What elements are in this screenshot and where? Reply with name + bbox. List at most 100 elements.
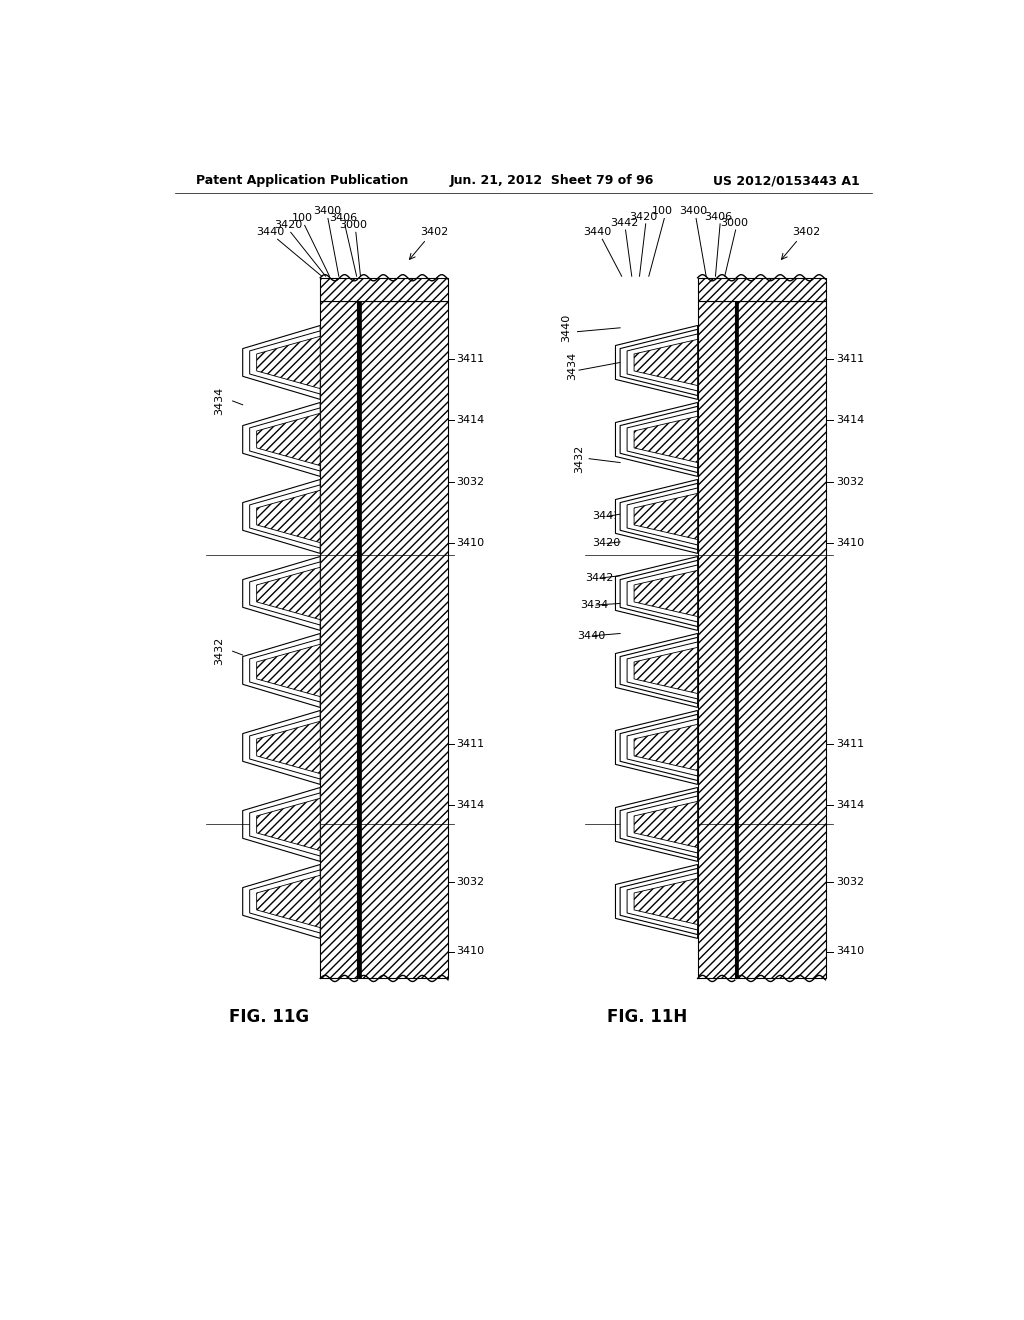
Polygon shape xyxy=(243,479,321,553)
Text: 3432: 3432 xyxy=(214,638,224,665)
Polygon shape xyxy=(250,639,321,702)
Text: 3434: 3434 xyxy=(567,352,578,380)
Text: 3000: 3000 xyxy=(720,218,749,227)
Text: 3410: 3410 xyxy=(837,539,864,548)
Polygon shape xyxy=(257,568,321,619)
Text: 3406: 3406 xyxy=(705,211,732,222)
Polygon shape xyxy=(257,875,321,928)
Polygon shape xyxy=(615,479,697,553)
Text: 3420: 3420 xyxy=(592,539,621,548)
Bar xyxy=(321,277,449,301)
Text: 3032: 3032 xyxy=(837,878,864,887)
Text: 3411: 3411 xyxy=(457,354,484,363)
Text: 3000: 3000 xyxy=(340,220,368,230)
Text: 3442: 3442 xyxy=(610,218,638,227)
Text: 3400: 3400 xyxy=(313,206,341,216)
Text: 3402: 3402 xyxy=(792,227,820,238)
Text: 3434: 3434 xyxy=(581,601,609,610)
Text: 3410: 3410 xyxy=(457,946,484,957)
Polygon shape xyxy=(257,721,321,774)
Polygon shape xyxy=(627,488,697,545)
Polygon shape xyxy=(627,334,697,391)
Polygon shape xyxy=(243,403,321,477)
Bar xyxy=(736,301,825,978)
Text: 3434: 3434 xyxy=(214,387,224,414)
Polygon shape xyxy=(615,326,697,400)
Polygon shape xyxy=(621,561,697,627)
Text: 3411: 3411 xyxy=(837,354,864,363)
Text: 3410: 3410 xyxy=(837,946,864,957)
Text: 3440: 3440 xyxy=(256,227,285,238)
Polygon shape xyxy=(243,326,321,400)
Text: 3414: 3414 xyxy=(457,800,484,810)
Bar xyxy=(359,301,449,978)
Polygon shape xyxy=(621,483,697,549)
Polygon shape xyxy=(627,873,697,929)
Polygon shape xyxy=(615,710,697,784)
Text: 3032: 3032 xyxy=(457,477,484,487)
Polygon shape xyxy=(243,710,321,784)
Text: 3432: 3432 xyxy=(574,445,584,473)
Text: 3420: 3420 xyxy=(630,211,657,222)
Polygon shape xyxy=(634,801,697,847)
Polygon shape xyxy=(621,638,697,704)
Text: 3400: 3400 xyxy=(680,206,708,216)
Polygon shape xyxy=(257,490,321,543)
Text: 3032: 3032 xyxy=(837,477,864,487)
Polygon shape xyxy=(621,869,697,935)
Polygon shape xyxy=(615,788,697,862)
Polygon shape xyxy=(627,642,697,700)
Text: 3406: 3406 xyxy=(330,213,357,223)
Polygon shape xyxy=(250,562,321,626)
Text: 3402: 3402 xyxy=(420,227,449,238)
Polygon shape xyxy=(257,413,321,466)
Polygon shape xyxy=(615,557,697,631)
Polygon shape xyxy=(634,647,697,693)
Text: FIG. 11H: FIG. 11H xyxy=(607,1008,687,1026)
Polygon shape xyxy=(250,484,321,548)
Text: 3032: 3032 xyxy=(457,878,484,887)
Polygon shape xyxy=(627,719,697,776)
Polygon shape xyxy=(250,870,321,933)
Polygon shape xyxy=(634,494,697,540)
Text: 3414: 3414 xyxy=(457,416,484,425)
Polygon shape xyxy=(634,725,697,771)
Polygon shape xyxy=(634,339,697,385)
Polygon shape xyxy=(250,331,321,395)
Polygon shape xyxy=(243,788,321,862)
Text: 3411: 3411 xyxy=(837,739,864,748)
Bar xyxy=(697,277,825,301)
Text: FIG. 11G: FIG. 11G xyxy=(228,1008,309,1026)
Polygon shape xyxy=(250,408,321,471)
Text: Patent Application Publication: Patent Application Publication xyxy=(197,174,409,187)
Text: 3411: 3411 xyxy=(457,739,484,748)
Polygon shape xyxy=(250,715,321,779)
Polygon shape xyxy=(243,557,321,631)
Bar xyxy=(697,301,735,978)
Text: 3441: 3441 xyxy=(592,511,621,521)
Text: 3440: 3440 xyxy=(577,631,605,640)
Polygon shape xyxy=(257,799,321,850)
Polygon shape xyxy=(634,570,697,616)
Polygon shape xyxy=(621,714,697,780)
Text: 100: 100 xyxy=(292,213,313,223)
Text: 3414: 3414 xyxy=(837,416,864,425)
Polygon shape xyxy=(621,330,697,396)
Polygon shape xyxy=(627,411,697,469)
Polygon shape xyxy=(634,878,697,924)
Polygon shape xyxy=(634,416,697,462)
Text: US 2012/0153443 A1: US 2012/0153443 A1 xyxy=(713,174,860,187)
Polygon shape xyxy=(243,865,321,939)
Polygon shape xyxy=(243,634,321,708)
Polygon shape xyxy=(615,403,697,477)
Text: 3440: 3440 xyxy=(583,227,611,238)
Text: 100: 100 xyxy=(652,206,673,216)
Text: 3410: 3410 xyxy=(457,539,484,548)
Polygon shape xyxy=(615,865,697,939)
Polygon shape xyxy=(621,792,697,858)
Polygon shape xyxy=(615,634,697,708)
Text: 3420: 3420 xyxy=(274,220,302,230)
Bar xyxy=(735,301,738,978)
Polygon shape xyxy=(627,565,697,622)
Text: 3440: 3440 xyxy=(561,314,570,342)
